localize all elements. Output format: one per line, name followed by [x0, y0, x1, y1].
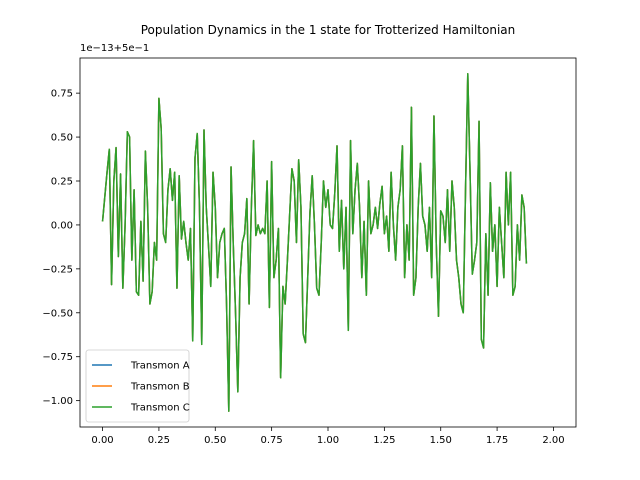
y-tick-label: 0.75 [51, 89, 73, 100]
x-tick-label: 0.75 [261, 435, 283, 446]
y-tick-label: −0.25 [42, 264, 73, 275]
x-tick-label: 1.50 [430, 435, 452, 446]
x-axis: 0.00 0.25 0.50 0.75 1.00 1.25 1.50 1.75 2.00 [91, 427, 565, 446]
legend-label-transmon-a: Transmon A [130, 361, 190, 372]
x-tick-label: 2.00 [542, 435, 564, 446]
series-line-transmon-c [101, 73, 528, 412]
y-tick-label: −0.75 [42, 352, 73, 363]
y-tick-label: 0.00 [51, 220, 73, 231]
x-tick-label: 0.00 [91, 435, 113, 446]
y-tick-label: −1.00 [42, 396, 73, 407]
y-axis: 0.75 0.50 0.25 0.00 −0.25 −0.50 −0.75 −1.00 [42, 89, 80, 407]
y-tick-label: 0.50 [51, 133, 73, 144]
y-tick-label: −0.50 [42, 308, 73, 319]
chart-title: Population Dynamics in the 1 state for T… [141, 23, 516, 37]
x-tick-label: 0.25 [148, 435, 170, 446]
x-tick-label: 1.00 [317, 435, 339, 446]
x-tick-label: 0.50 [204, 435, 226, 446]
legend-label-transmon-c: Transmon C [130, 403, 190, 414]
x-tick-label: 1.75 [486, 435, 508, 446]
y-tick-label: 0.25 [51, 177, 73, 188]
legend-label-transmon-b: Transmon B [130, 382, 190, 393]
legend: Transmon A Transmon B Transmon C [85, 349, 190, 423]
y-offset-text: 1e−13+5e−1 [80, 43, 149, 54]
legend-box [85, 349, 190, 423]
x-tick-label: 1.25 [373, 435, 395, 446]
